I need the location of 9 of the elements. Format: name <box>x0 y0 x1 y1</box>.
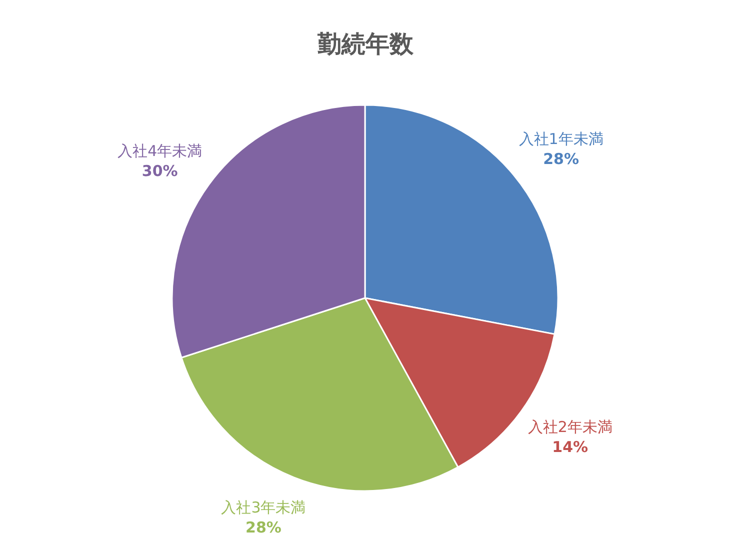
slice-label: 入社4年未満 <box>118 142 202 160</box>
data-label: 30% <box>142 162 178 180</box>
data-label: 28% <box>246 518 282 536</box>
data-label: 14% <box>552 438 588 456</box>
slice-label: 入社1年未満 <box>518 130 604 148</box>
chart-title: 勤続年数 <box>316 30 414 58</box>
slice-label: 入社2年未満 <box>528 418 612 436</box>
data-label: 28% <box>543 150 580 168</box>
slice-label: 入社3年未満 <box>221 498 306 516</box>
